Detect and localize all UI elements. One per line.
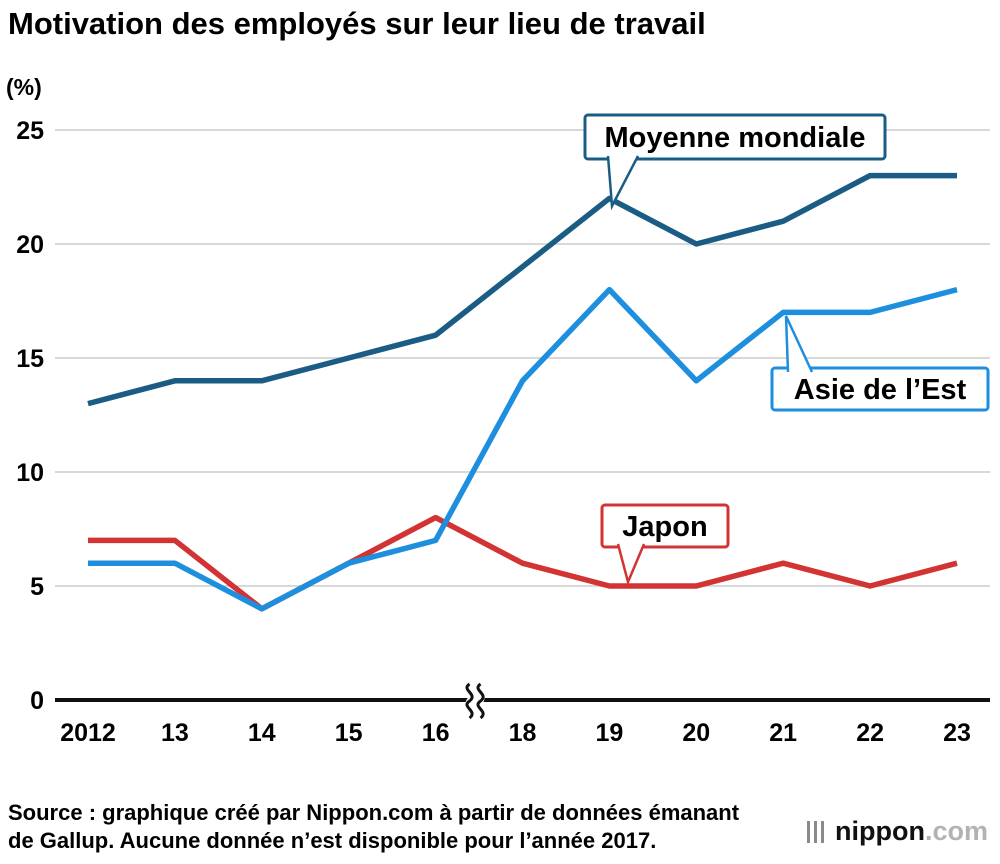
x-tick-label: 20 [682,719,710,747]
annotation-box-japon [600,503,730,549]
line-chart-canvas: 0 5 10 15 20 25 2012 13 14 15 16 18 19 20 21 22 23 Moyenn… [16,113,990,747]
axis-break-gap [465,678,485,724]
nippon-logo: nippon .com [807,816,988,847]
x-tick-label: 22 [856,719,884,747]
annotation-label-japon: Japon [622,511,707,543]
annotation-box-asie [770,366,990,412]
series-line-moyenne [87,172,957,407]
series-line-japon [88,514,958,612]
annotation-label-asie: Asie de l’Est [794,374,967,406]
axis-break-icon [465,682,474,720]
x-tick-label: 14 [248,719,276,747]
y-tick-label: 10 [16,459,44,487]
x-tick-label: 2012 [60,719,116,747]
y-axis-unit-label: (%) [6,74,42,100]
y-tick-label: 0 [30,687,44,715]
annotation-pointer-asie [784,315,814,373]
annotation-box-moyenne [583,113,887,161]
logo-tld: .com [924,816,988,846]
page-title: Motivation des employés sur leur lieu de… [8,6,706,41]
x-tick-label: 18 [509,719,537,747]
y-tick-label: 25 [16,117,44,145]
annotation-pointer-japon [616,543,646,586]
x-tick-label: 13 [161,719,189,747]
line-chart: 0 5 10 15 20 25 2012 13 14 15 16 18 19 20 21 22 23 Moyenn… [0,100,1000,760]
source-line-1: Source : graphique créé par Nippon.com à… [8,800,740,825]
y-tick-label: 20 [16,231,44,259]
x-tick-label: 15 [335,719,363,747]
logo-bars-icon [807,820,828,843]
x-tick-label: 16 [422,719,450,747]
logo-name: nippon [835,816,925,846]
annotation-label-moyenne: Moyenne mondiale [604,122,865,154]
annotation-pointer-moyenne [606,155,640,211]
axis-break-icon [476,682,485,720]
source-line-2: de Gallup. Aucune donnée n’est disponibl… [8,828,657,853]
x-tick-label: 21 [769,719,797,747]
series-line-asie [88,286,958,612]
source-note: Source : graphique créé par Nippon.com à… [8,799,739,855]
y-tick-label: 5 [30,573,44,601]
y-tick-label: 15 [16,345,44,373]
x-tick-label: 23 [943,719,971,747]
x-tick-label: 19 [595,719,623,747]
